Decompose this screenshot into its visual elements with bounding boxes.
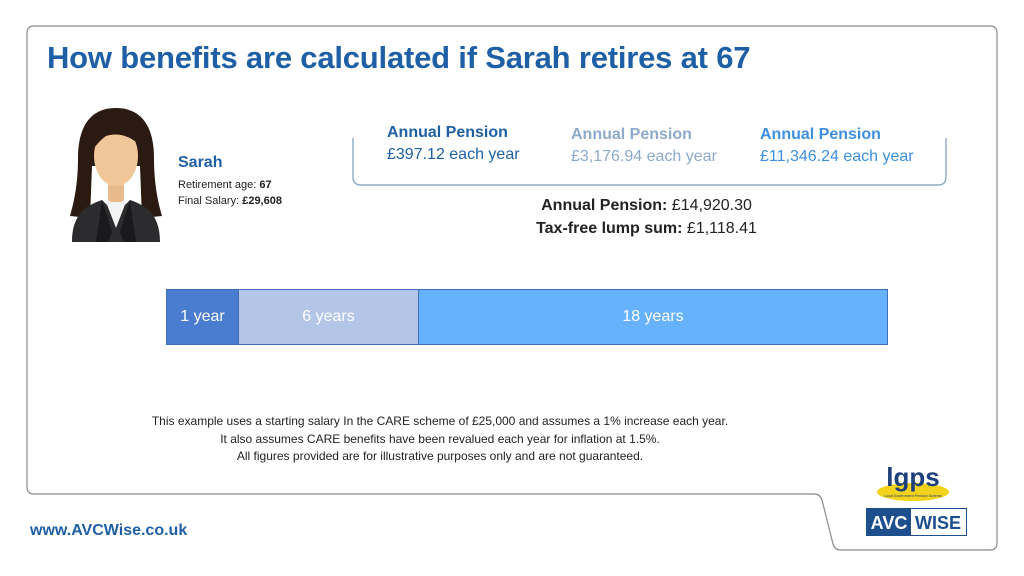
- summary-lump-label: Tax-free lump sum:: [536, 220, 683, 237]
- note-line-3: All figures provided are for illustrativ…: [236, 449, 644, 463]
- summary-annual-pension: Annual Pension: £14,920.30: [480, 197, 813, 215]
- avc-logo-text: AVC: [871, 513, 908, 533]
- timeline-segment-3-label: 18 years: [622, 308, 684, 325]
- note-line-1: This example uses a starting salary In t…: [151, 414, 729, 428]
- pension-bracket: [352, 138, 947, 186]
- lgps-logo-tagline: Local Government Pension Scheme: [884, 494, 942, 498]
- summary-annual-value: £14,920.30: [671, 197, 752, 214]
- pension-value-3: £11,346.24 each year: [760, 148, 914, 165]
- note-line-2: It also assumes CARE benefits have been …: [220, 431, 660, 446]
- pension-label-2: Annual Pension: [571, 126, 692, 143]
- pension-block-2: Annual Pension £3,176.94 each year: [571, 126, 717, 166]
- summary-lump-value: £1,118.41: [686, 220, 757, 237]
- pension-block-3: Annual Pension £11,346.24 each year: [760, 126, 914, 166]
- pension-block-1: Annual Pension £397.12 each year: [387, 124, 520, 164]
- final-salary-value: £29,608: [242, 195, 282, 207]
- pension-label-1: Annual Pension: [387, 124, 508, 141]
- final-salary-label: Final Salary:: [178, 195, 243, 207]
- avcwise-logo: AVC WISE: [866, 508, 967, 536]
- lgps-logo: lgps Local Government Pension Scheme: [877, 462, 949, 501]
- disclaimer-notes: This example uses a starting salary In t…: [100, 413, 780, 466]
- pension-label-3: Annual Pension: [760, 126, 881, 143]
- timeline-segment-2: 6 years: [239, 290, 419, 344]
- pension-value-2: £3,176.94 each year: [571, 148, 717, 165]
- summary-lump-sum: Tax-free lump sum: £1,118.41: [480, 220, 813, 238]
- wise-logo-text: WISE: [915, 513, 961, 533]
- summary-annual-label: Annual Pension:: [541, 197, 668, 214]
- pension-value-1: £397.12 each year: [387, 146, 520, 163]
- lgps-logo-text: lgps: [886, 462, 939, 492]
- page-title: How benefits are calculated if Sarah ret…: [47, 40, 751, 75]
- service-timeline: 1 year 6 years 18 years: [166, 289, 888, 345]
- person-name: Sarah: [178, 154, 223, 171]
- timeline-segment-1-label: 1 year: [180, 308, 225, 325]
- retirement-age-value: 67: [259, 179, 272, 191]
- timeline-segment-3: 18 years: [419, 290, 887, 344]
- timeline-segment-2-label: 6 years: [302, 308, 355, 325]
- woman-avatar-icon: [70, 108, 162, 242]
- timeline-segment-1: 1 year: [167, 290, 239, 344]
- retirement-age-label: Retirement age:: [178, 179, 260, 191]
- person-info: Sarah Retirement age: 67 Final Salary: £…: [178, 154, 282, 209]
- final-salary-line: Final Salary: £29,608: [178, 193, 282, 209]
- website-link[interactable]: www.AVCWise.co.uk: [30, 522, 188, 539]
- retirement-age-line: Retirement age: 67: [178, 177, 282, 193]
